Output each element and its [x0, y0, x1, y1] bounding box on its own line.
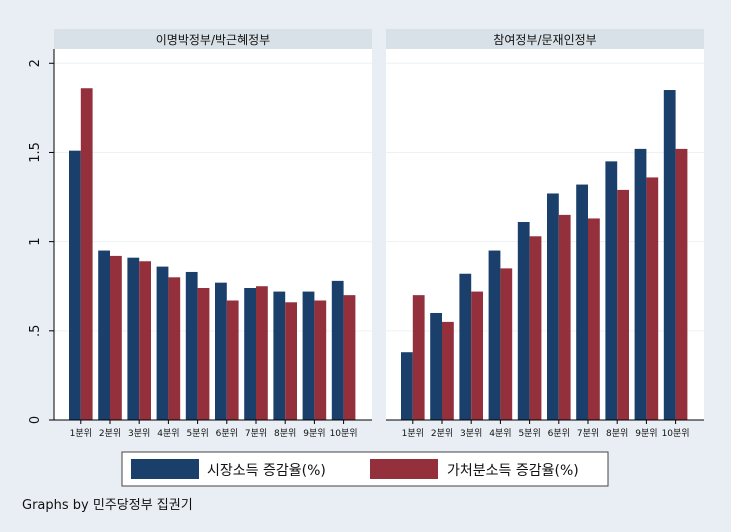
- bar-panel1-market-2: [98, 250, 110, 420]
- x-tick-label: 9분위: [303, 428, 325, 439]
- y-tick-label: 1: [28, 237, 43, 245]
- bar-panel2-market-8: [605, 161, 618, 421]
- y-tick-label: .5: [28, 325, 43, 337]
- bar-panel1-market-1: [69, 150, 81, 420]
- bar-panel1-market-9: [302, 291, 315, 420]
- bar-panel1-market-7: [244, 288, 256, 420]
- bar-panel1-market-6: [215, 282, 227, 420]
- bar-panel2-disposable-5: [529, 236, 542, 420]
- x-tick-label: 8분위: [274, 428, 296, 439]
- x-tick-label: 10분위: [330, 428, 358, 439]
- x-tick-label: 2분위: [431, 428, 453, 439]
- bar-panel1-market-8: [273, 291, 286, 420]
- panel-1-title-strip: [54, 29, 372, 49]
- panel-2-title-strip: [386, 29, 704, 49]
- bar-panel1-disposable-3: [139, 261, 151, 420]
- legend-label-disposable: 가처분소득 증감율(%): [447, 463, 579, 479]
- bar-panel2-market-10: [663, 90, 676, 420]
- bar-panel1-disposable-5: [197, 288, 210, 420]
- bar-panel2-disposable-4: [500, 268, 513, 420]
- x-tick-label: 9분위: [635, 428, 657, 439]
- panel-2-title: 참여정부/문재인정부: [493, 33, 596, 47]
- x-tick-label: 10분위: [662, 428, 690, 439]
- x-tick-label: 2분위: [99, 428, 121, 439]
- bar-panel2-market-4: [488, 250, 501, 420]
- bar-panel2-market-3: [459, 273, 472, 420]
- x-tick-label: 5분위: [186, 428, 208, 439]
- x-tick-label: 5분위: [518, 428, 540, 439]
- legend-label-market: 시장소득 증감율(%): [207, 463, 326, 479]
- bar-panel1-market-5: [185, 271, 198, 420]
- bar-panel1-disposable-7: [256, 286, 268, 420]
- bar-panel1-disposable-1: [80, 88, 93, 420]
- y-tick-label: 0: [28, 416, 43, 424]
- bar-panel1-market-10: [331, 280, 344, 420]
- bar-panel2-market-1: [401, 352, 413, 420]
- bar-panel2-disposable-6: [558, 214, 571, 420]
- bar-panel2-market-7: [576, 184, 588, 420]
- bar-panel2-disposable-10: [675, 148, 688, 420]
- bar-panel2-market-2: [430, 312, 442, 420]
- y-tick-label: 2: [28, 59, 43, 67]
- x-tick-label: 1분위: [402, 428, 424, 439]
- legend-box: [121, 451, 609, 487]
- bar-panel1-market-3: [127, 257, 140, 420]
- bar-panel2-disposable-2: [442, 321, 454, 420]
- x-tick-label: 3분위: [128, 428, 150, 439]
- bar-panel2-disposable-8: [617, 189, 629, 420]
- x-tick-label: 3분위: [460, 428, 482, 439]
- bar-panel1-market-4: [156, 266, 169, 420]
- x-tick-label: 6분위: [548, 428, 570, 439]
- bar-panel1-disposable-2: [110, 255, 122, 420]
- bar-panel1-disposable-10: [343, 295, 356, 420]
- bar-panel2-market-9: [634, 148, 647, 420]
- bar-panel1-disposable-8: [285, 302, 297, 420]
- legend-swatch-disposable: [370, 459, 438, 479]
- x-tick-label: 4분위: [157, 428, 179, 439]
- y-tick-label: 1.5: [28, 142, 43, 163]
- x-tick-label: 7분위: [577, 428, 599, 439]
- bar-panel2-market-5: [517, 222, 530, 420]
- x-tick-label: 8분위: [606, 428, 628, 439]
- bar-panel1-disposable-6: [226, 300, 239, 420]
- bar-panel2-disposable-1: [412, 295, 425, 420]
- x-tick-label: 4분위: [489, 428, 511, 439]
- bar-panel2-disposable-9: [646, 177, 659, 420]
- graphs-by-caption: Graphs by 민주당정부 집권기: [22, 498, 193, 513]
- legend-swatch-market: [131, 459, 199, 479]
- x-tick-label: 6분위: [216, 428, 238, 439]
- x-tick-label: 7분위: [245, 428, 267, 439]
- bar-panel1-disposable-4: [168, 277, 181, 420]
- x-tick-label: 1분위: [70, 428, 92, 439]
- bar-panel2-disposable-3: [471, 291, 483, 420]
- panel-1-title: 이명박정부/박근혜정부: [156, 33, 270, 47]
- bar-panel1-disposable-9: [314, 300, 327, 420]
- bar-panel2-market-6: [547, 193, 559, 420]
- bar-panel2-disposable-7: [588, 218, 600, 420]
